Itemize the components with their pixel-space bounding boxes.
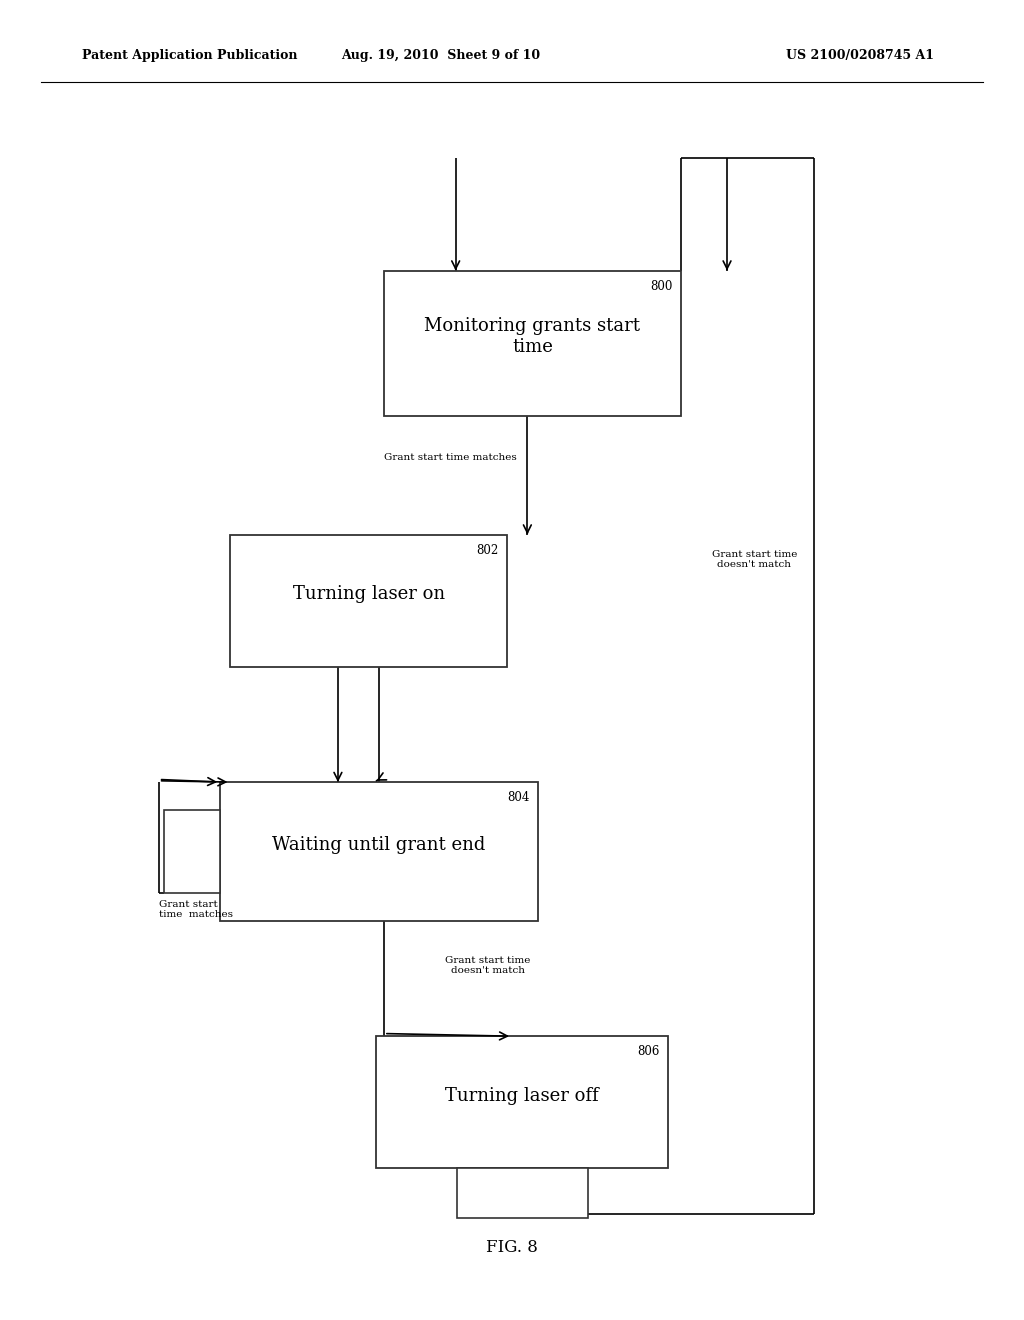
Text: Turning laser on: Turning laser on [293, 585, 444, 603]
Text: Grant start
time  matches: Grant start time matches [159, 900, 232, 919]
Text: Waiting until grant end: Waiting until grant end [272, 836, 485, 854]
Bar [230, 535, 507, 667]
Text: 802: 802 [476, 544, 499, 557]
Text: Grant start time matches: Grant start time matches [384, 453, 517, 462]
Text: Monitoring grants start
time: Monitoring grants start time [425, 317, 640, 356]
Text: Aug. 19, 2010  Sheet 9 of 10: Aug. 19, 2010 Sheet 9 of 10 [341, 49, 540, 62]
Bar [164, 809, 220, 892]
Bar [384, 271, 681, 416]
Bar [457, 1168, 588, 1218]
Text: 800: 800 [650, 280, 673, 293]
Text: Patent Application Publication: Patent Application Publication [82, 49, 297, 62]
Text: Grant start time
doesn't match: Grant start time doesn't match [712, 549, 797, 569]
Bar [220, 781, 538, 921]
Text: FIG. 8: FIG. 8 [486, 1239, 538, 1255]
Bar [377, 1036, 669, 1168]
Text: 804: 804 [507, 792, 529, 804]
Text: US 2100/0208745 A1: US 2100/0208745 A1 [786, 49, 934, 62]
Text: Turning laser off: Turning laser off [445, 1086, 599, 1105]
Text: 806: 806 [638, 1045, 660, 1059]
Text: Grant start time
doesn't match: Grant start time doesn't match [445, 956, 530, 975]
